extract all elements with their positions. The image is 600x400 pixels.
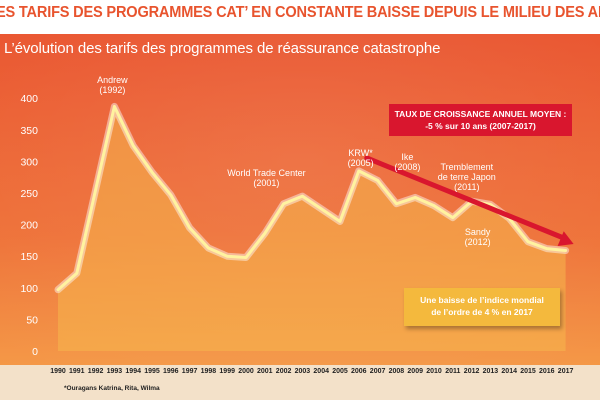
y-tick-label: 150 <box>20 251 38 263</box>
x-tick-label: 1991 <box>69 368 85 375</box>
annotation-ike: (2008) <box>394 162 420 172</box>
callout-line-1: Une baisse de l’indice mondial <box>420 295 544 305</box>
callout-line-2: de l’ordre de 4 % en 2017 <box>431 307 533 317</box>
decline-callout: Une baisse de l’indice mondial de l’ordr… <box>404 288 560 326</box>
y-tick-label: 400 <box>20 93 38 105</box>
x-tick-label: 1999 <box>219 368 235 375</box>
x-tick-label: 2001 <box>257 368 273 375</box>
y-tick-label: 100 <box>20 283 38 295</box>
annotation-krw: (2005) <box>348 158 374 168</box>
y-tick-label: 250 <box>20 188 38 200</box>
x-tick-label: 1994 <box>125 368 141 375</box>
y-tick-label: 350 <box>20 125 38 137</box>
x-tick-label: 2010 <box>426 368 442 375</box>
trend-arrow-shaft <box>364 155 567 241</box>
x-tick-label: 2004 <box>313 368 329 375</box>
x-tick-label: 1992 <box>88 368 104 375</box>
y-tick-label: 300 <box>20 156 38 168</box>
x-tick-label: 2012 <box>464 368 480 375</box>
x-tick-label: 2008 <box>389 368 405 375</box>
annotation-japon: (2011) <box>454 182 479 192</box>
chart-subtitle: L’évolution des tarifs des programmes de… <box>4 40 441 57</box>
annotation-japon: Tremblement <box>440 162 493 172</box>
x-axis-band <box>0 365 600 400</box>
annotation-wtc: (2001) <box>253 178 279 188</box>
footnote: *Ouragans Katrina, Rita, Wilma <box>64 385 160 392</box>
x-tick-label: 2013 <box>483 368 499 375</box>
x-tick-label: 1990 <box>50 368 66 375</box>
cagr-line-2: -5 % sur 10 ans (2007-2017) <box>425 121 536 131</box>
cagr-label: TAUX DE CROISSANCE ANNUEL MOYEN : -5 % s… <box>389 104 572 136</box>
x-tick-label: 2009 <box>407 368 423 375</box>
x-tick-label: 2002 <box>276 368 292 375</box>
x-tick-label: 1998 <box>201 368 217 375</box>
x-tick-label: 2017 <box>558 368 574 375</box>
x-tick-label: 2003 <box>295 368 311 375</box>
y-tick-label: 0 <box>32 346 38 358</box>
x-tick-label: 2016 <box>539 368 555 375</box>
x-tick-label: 1993 <box>107 368 123 375</box>
annotation-andrew: Andrew <box>97 75 128 85</box>
x-tick-label: 2014 <box>501 368 517 375</box>
y-tick-label: 200 <box>20 220 38 232</box>
x-tick-label: 2011 <box>445 368 460 375</box>
x-tick-label: 2015 <box>520 368 536 375</box>
headline: ES TARIFS DES PROGRAMMES CAT’ EN CONSTAN… <box>0 4 600 21</box>
x-tick-label: 2006 <box>351 368 367 375</box>
trend-arrow-head <box>557 231 574 247</box>
x-tick-label: 2000 <box>238 368 254 375</box>
x-tick-label: 1996 <box>163 368 179 375</box>
annotation-japon: de terre Japon <box>438 172 496 182</box>
x-tick-label: 2007 <box>370 368 386 375</box>
annotation-sandy: (2012) <box>465 237 491 247</box>
annotation-sandy: Sandy <box>465 227 491 237</box>
x-tick-label: 1997 <box>182 368 198 375</box>
annotation-krw: KRW* <box>348 148 373 158</box>
y-tick-label: 50 <box>26 314 38 326</box>
annotation-andrew: (1992) <box>99 85 125 95</box>
x-tick-label: 1995 <box>144 368 160 375</box>
annotation-wtc: World Trade Center <box>227 168 305 178</box>
cagr-line-1: TAUX DE CROISSANCE ANNUEL MOYEN : <box>394 109 567 119</box>
x-tick-label: 2005 <box>332 368 348 375</box>
annotation-ike: Ike <box>401 152 413 162</box>
